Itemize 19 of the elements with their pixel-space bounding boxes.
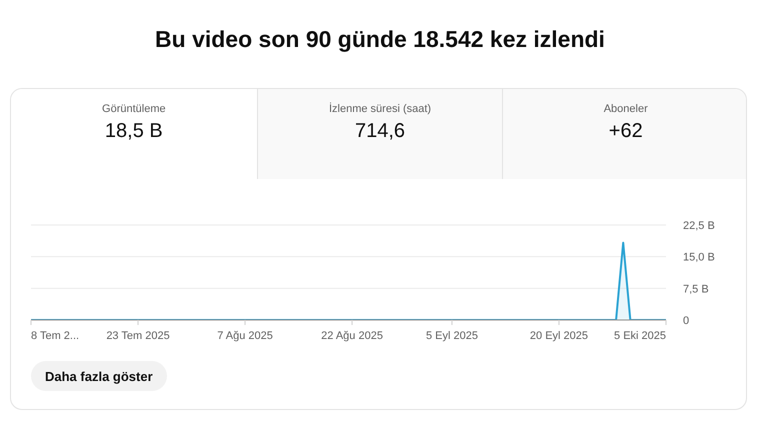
text: Aboneler: [604, 103, 648, 115]
x-tick-label: 5 Eki 2025: [614, 330, 666, 342]
x-tick-label: 23 Tem 2025: [106, 330, 170, 342]
x-tick-label: 20 Eyl 2025: [530, 330, 588, 342]
y-tick-label: 7,5 B: [683, 283, 709, 296]
text: +62: [608, 120, 643, 142]
x-tick-label: 7 Ağu 2025: [217, 330, 273, 342]
text: İzlenme süresi (saat): [328, 103, 432, 115]
y-tick-label: 22,5 B: [683, 220, 715, 232]
text: 18,5 B: [104, 120, 163, 142]
text: Görüntüleme: [102, 103, 166, 115]
y-tick-label: 0: [683, 315, 690, 327]
y-tick-label: 15,0 B: [683, 252, 715, 264]
text: Daha fazla göster: [45, 368, 153, 384]
x-tick-label: 5 Eyl 2025: [426, 330, 478, 342]
x-tick-label: 8 Tem 2...: [31, 330, 80, 342]
x-tick-label: 22 Ağu 2025: [321, 330, 383, 342]
chart-title: Bu video son 90 günde 18.542 kez izlendi: [155, 26, 605, 52]
text: 714,6: [355, 120, 406, 142]
